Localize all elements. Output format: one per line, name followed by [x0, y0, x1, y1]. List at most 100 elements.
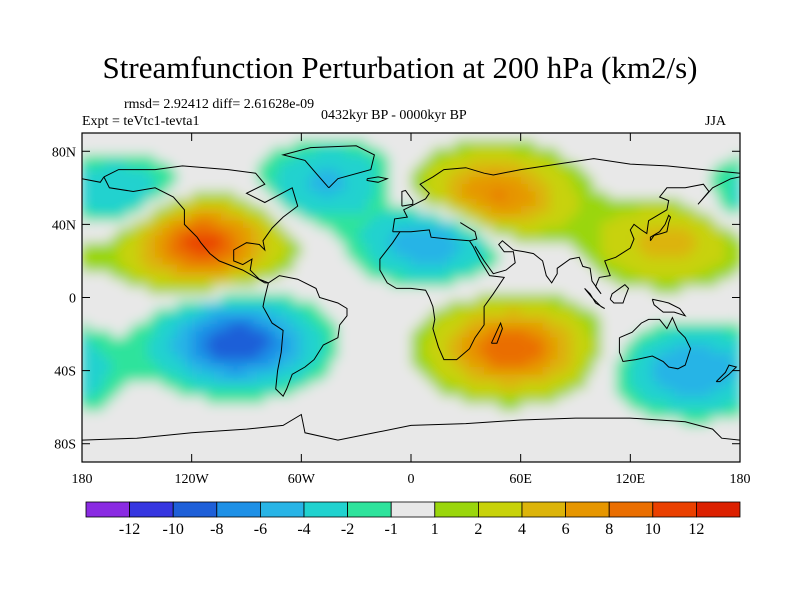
- field-cell: [235, 366, 244, 375]
- field-cell: [96, 447, 105, 456]
- field-cell: [125, 396, 134, 405]
- field-cell: [103, 249, 112, 258]
- field-cell: [484, 264, 493, 273]
- field-cell: [213, 184, 222, 193]
- field-cell: [718, 169, 726, 178]
- field-cell: [403, 366, 412, 375]
- field-cell: [257, 396, 266, 405]
- field-cell: [125, 410, 134, 419]
- field-cell: [396, 432, 405, 441]
- field-cell: [447, 366, 456, 375]
- field-cell: [191, 213, 200, 222]
- field-cell: [542, 454, 551, 462]
- field-cell: [323, 432, 332, 441]
- field-cell: [103, 228, 112, 236]
- field-cell: [103, 381, 112, 390]
- field-cell: [133, 315, 142, 324]
- field-cell: [513, 381, 522, 390]
- field-cell: [506, 381, 514, 390]
- field-cell: [133, 228, 142, 236]
- field-cell: [242, 154, 251, 163]
- field-cell: [147, 308, 156, 317]
- field-cell: [389, 133, 397, 141]
- field-cell: [411, 169, 419, 178]
- field-cell: [337, 308, 346, 317]
- field-cell: [652, 388, 661, 397]
- field-cell: [462, 213, 471, 222]
- field-cell: [630, 352, 639, 361]
- field-cell: [579, 271, 588, 280]
- field-cell: [374, 198, 383, 207]
- field-cell: [710, 249, 719, 258]
- field-cell: [191, 432, 200, 441]
- field-cell: [308, 374, 317, 383]
- field-cell: [432, 191, 441, 200]
- field-cell: [688, 279, 697, 288]
- field-cell: [140, 323, 149, 331]
- field-cell: [549, 388, 558, 397]
- field-cell: [315, 162, 324, 171]
- field-cell: [623, 140, 631, 149]
- field-cell: [432, 154, 441, 163]
- field-cell: [162, 359, 171, 368]
- field-cell: [659, 301, 668, 310]
- field-cell: [118, 425, 127, 434]
- field-cell: [557, 133, 566, 141]
- field-cell: [681, 440, 690, 448]
- field-cell: [615, 176, 624, 185]
- field-cell: [418, 315, 427, 324]
- field-cell: [593, 249, 602, 258]
- y-tick-label: 80N: [52, 145, 76, 160]
- field-cell: [542, 198, 551, 207]
- field-cell: [367, 447, 376, 456]
- field-cell: [484, 301, 493, 310]
- field-cell: [213, 330, 222, 339]
- field-cell: [644, 220, 653, 229]
- field-cell: [191, 184, 200, 193]
- field-cell: [513, 169, 522, 178]
- field-cell: [242, 410, 251, 419]
- field-cell: [169, 315, 178, 324]
- field-cell: [527, 198, 536, 207]
- field-cell: [608, 418, 617, 427]
- field-cell: [140, 286, 149, 295]
- field-cell: [242, 352, 251, 361]
- field-cell: [454, 432, 463, 441]
- field-cell: [111, 418, 120, 427]
- field-cell: [352, 293, 361, 302]
- field-cell: [608, 432, 617, 441]
- field-cell: [235, 454, 244, 462]
- field-cell: [710, 425, 719, 434]
- field-cell: [264, 447, 273, 456]
- field-cell: [571, 213, 580, 222]
- field-cell: [652, 286, 661, 295]
- field-cell: [279, 162, 288, 171]
- field-cell: [696, 162, 705, 171]
- field-cell: [681, 228, 690, 236]
- field-cell: [608, 176, 617, 185]
- field-cell: [564, 432, 573, 441]
- field-cell: [235, 352, 244, 361]
- field-cell: [257, 352, 266, 361]
- field-cell: [396, 271, 405, 280]
- field-cell: [279, 228, 288, 236]
- field-cell: [162, 213, 171, 222]
- field-cell: [484, 257, 493, 266]
- field-cell: [703, 410, 712, 419]
- field-cell: [440, 213, 449, 222]
- field-cell: [725, 184, 734, 193]
- field-cell: [710, 235, 719, 244]
- field-cell: [294, 257, 302, 266]
- field-cell: [637, 425, 646, 434]
- field-cell: [652, 162, 661, 171]
- field-cell: [513, 366, 522, 375]
- field-cell: [688, 403, 697, 412]
- field-cell: [535, 184, 544, 193]
- field-cell: [323, 176, 332, 185]
- field-cell: [235, 206, 244, 215]
- field-cell: [345, 249, 354, 258]
- field-cell: [447, 330, 456, 339]
- field-cell: [703, 293, 712, 302]
- field-cell: [623, 425, 631, 434]
- field-cell: [732, 162, 740, 171]
